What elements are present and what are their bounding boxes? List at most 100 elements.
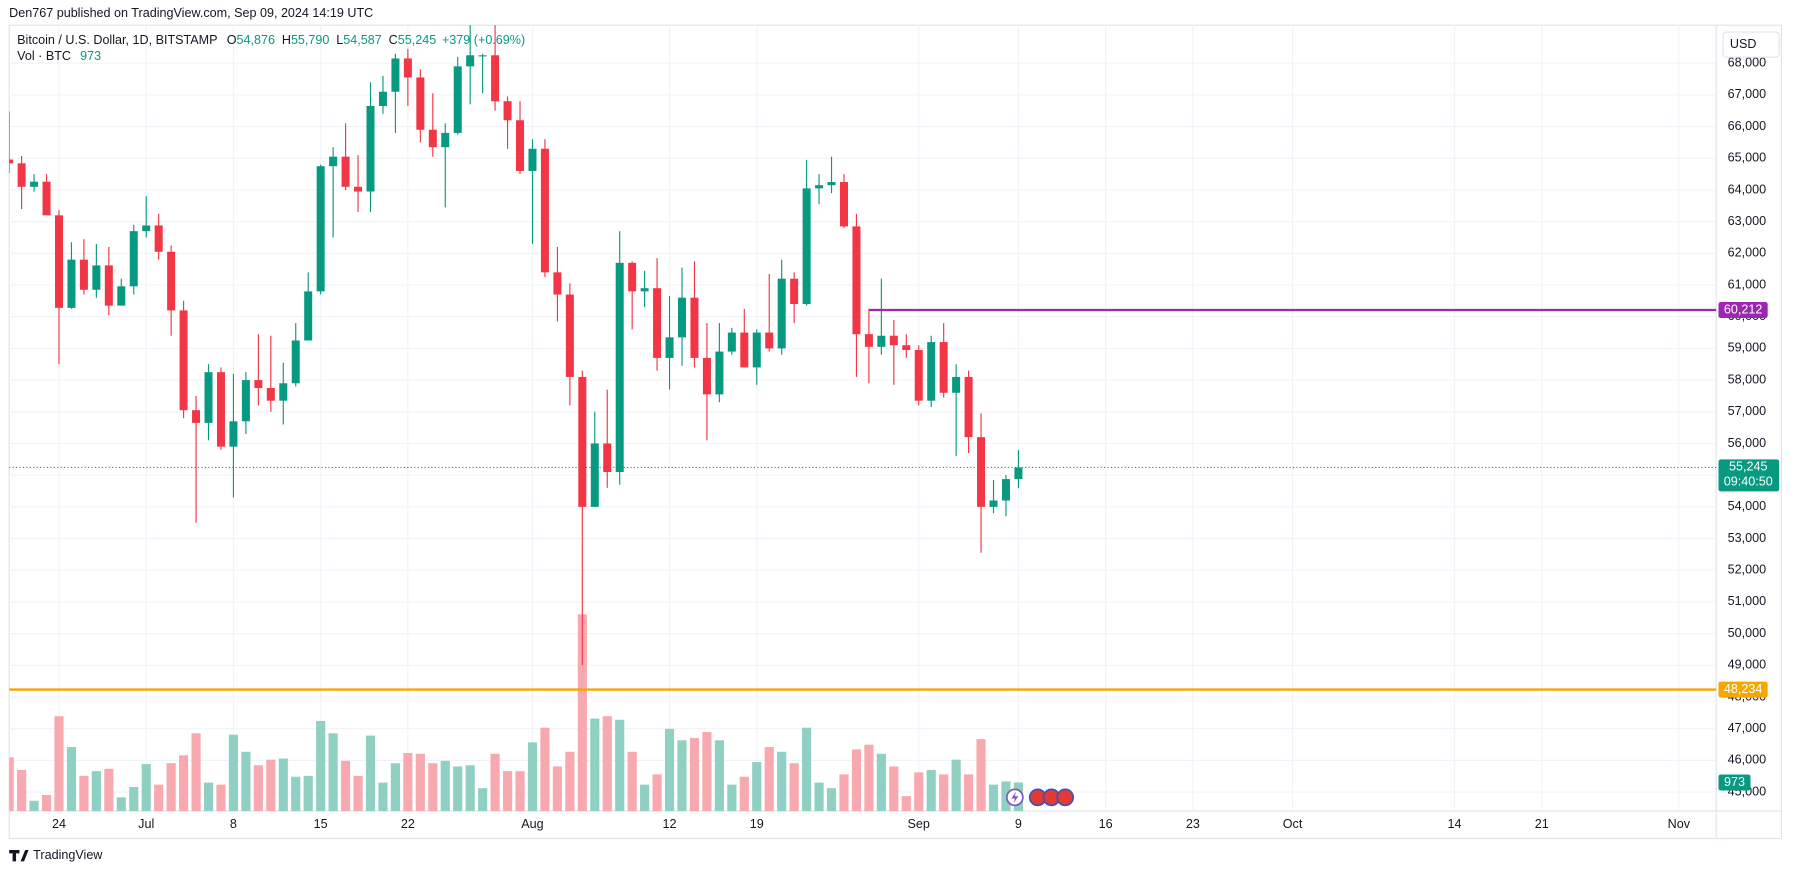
candle-body [752,332,761,368]
candle-body [354,186,363,192]
volume-bar [590,718,600,812]
candle-body [952,376,961,393]
volume-bar [889,766,899,812]
volume-label: 973 [1724,775,1745,789]
legend-value: 54,876 [237,34,275,48]
candle-body [491,55,500,102]
y-tick-label: 51,000 [1728,594,1766,608]
volume-bar [577,614,587,812]
candle-body [216,372,225,447]
volume-bar [266,759,276,812]
candle-body [378,91,387,106]
volume-bar [91,771,101,812]
candle-body [129,231,138,287]
volume-bar [253,765,263,812]
y-tick-label: 59,000 [1728,341,1766,355]
price-label: 60,212 [1724,302,1762,316]
candle-body [366,105,375,192]
candle-body [790,278,799,305]
grid [9,25,1717,812]
candle-body [777,278,786,349]
currency-label[interactable]: USD [1730,37,1757,51]
y-tick-label: 63,000 [1728,214,1766,228]
candle-body [864,334,873,347]
candle-body [241,380,250,422]
volume-bar [764,747,774,812]
x-tick-label: 21 [1535,817,1549,831]
volume-bar [602,716,612,812]
candle-body [329,156,338,167]
candle-body [316,166,325,292]
volume-bar [428,763,438,812]
volume-bar [278,758,288,812]
x-tick-label: 22 [401,817,415,831]
candle-body [939,342,948,393]
volume-label-box [1718,774,1751,791]
legend-key: O [227,34,237,48]
candle-body [179,310,188,411]
candle-body [727,332,736,352]
volume-bar [129,786,139,812]
volume-bar [976,739,986,812]
candle-body [30,181,39,187]
volume-bar [814,782,824,812]
volume-bar [291,776,301,812]
icon [1056,788,1075,807]
volume-bar [54,716,64,812]
plot-area [9,25,1717,812]
volume-bar [752,762,762,812]
currency-button[interactable] [1722,31,1780,58]
candle-body [341,156,350,187]
volume-bar [839,774,849,812]
volume-bar [490,753,500,812]
volume-bar [964,774,974,812]
volume-bar [1001,781,1011,812]
volume-bar [66,747,77,812]
candle-body [42,181,51,216]
candle-body [204,372,213,423]
volume-bar [826,788,837,812]
candle-body [765,332,774,349]
x-tick-label: 9 [1015,817,1022,831]
volume-bar [116,797,126,812]
y-tick-label: 67,000 [1728,87,1766,101]
volume-bar [341,760,351,812]
last-price-box [1718,459,1780,492]
volume-bar [9,757,14,812]
candle-body [640,288,649,292]
volume-bar [864,744,874,812]
candle-body [702,357,711,395]
volume-bar [627,751,637,812]
candle-body [665,337,674,358]
candle-body [142,225,151,232]
volume-bar [677,740,687,812]
volume-name: Vol · BTC [17,50,71,64]
candle-body [653,288,662,358]
chart-frame [8,24,1782,840]
candle-body [690,297,699,358]
volume-bar [241,751,251,812]
candle-body [403,58,412,78]
volume-bar [714,740,724,812]
volume-bar [79,775,89,812]
legend-value: 55,790 [291,34,329,48]
candle-body [852,226,861,335]
volume-bar [104,768,114,812]
volume-bar [465,765,475,812]
candle-body [802,188,811,305]
x-tick-label: 16 [1099,817,1113,831]
candle-body [889,335,898,346]
x-tick-label: 23 [1186,817,1200,831]
candle-body [540,148,549,273]
candle-body [192,410,201,423]
x-tick-label: 8 [230,817,237,831]
candle-body [1001,479,1010,501]
candle-body [503,101,512,121]
volume-bar [640,784,650,812]
volume-legend: Vol · BTC 973 [17,50,101,64]
volume-bar [727,784,737,812]
candle-body [441,132,450,148]
volume-bar [415,753,425,812]
candle-body [9,159,14,164]
